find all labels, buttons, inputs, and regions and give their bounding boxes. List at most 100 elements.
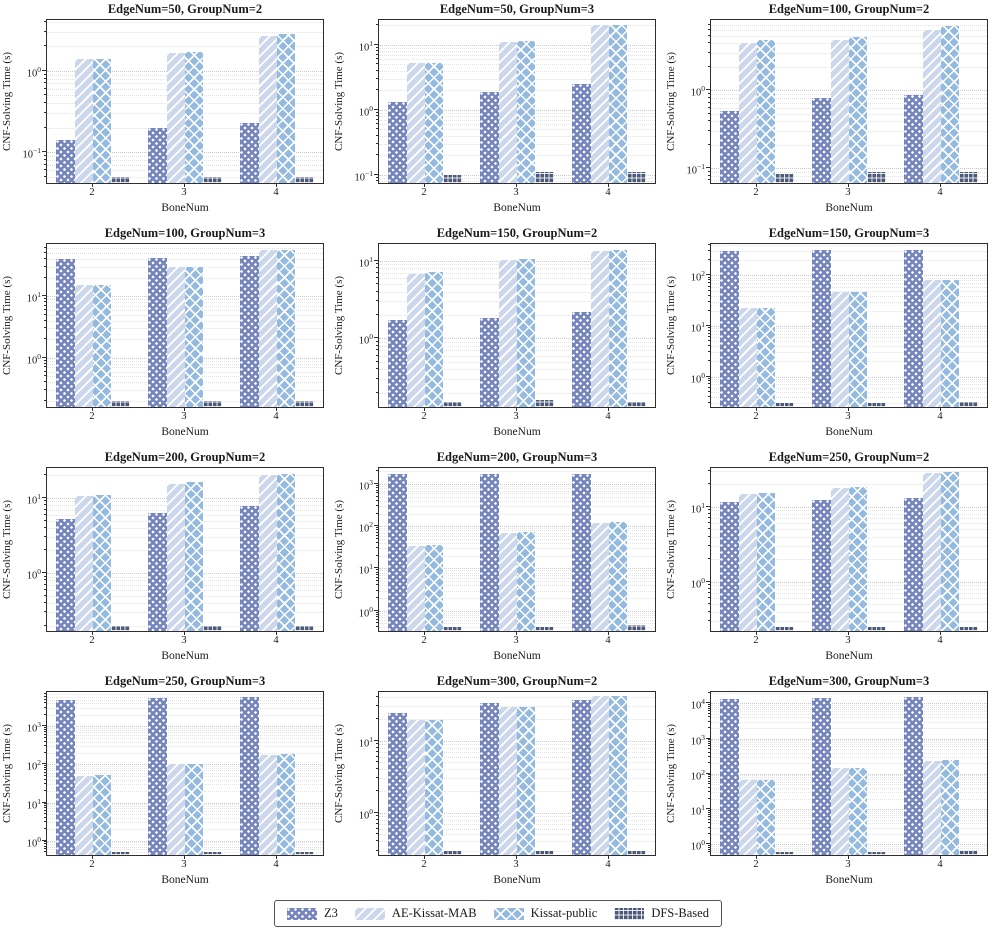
y-minor-tick <box>43 583 46 585</box>
y-minor-tick <box>707 756 710 758</box>
y-minor-tick <box>375 596 378 598</box>
y-minor-tick <box>707 179 710 181</box>
y-minor-tick <box>375 283 378 285</box>
bar-dfs-based <box>295 401 314 407</box>
x-tick <box>424 183 425 187</box>
y-minor-tick <box>43 82 46 84</box>
bar-ae-kissat-mab <box>590 250 609 407</box>
z3-pattern-swatch <box>287 907 318 920</box>
minor-gridline <box>47 475 323 477</box>
bar-ae-kissat-mab <box>922 473 941 631</box>
bar-z3 <box>240 506 259 631</box>
y-minor-tick <box>43 87 46 89</box>
y-major-tick <box>706 702 710 704</box>
dfs-based-pattern-swatch <box>614 907 645 920</box>
bar-ae-kissat-mab <box>738 307 757 407</box>
y-minor-tick <box>375 622 378 624</box>
y-minor-tick <box>707 42 710 44</box>
y-minor-tick <box>43 771 46 773</box>
minor-gridline <box>711 251 987 253</box>
x-axis-label: BoneNum <box>493 202 541 214</box>
bar-ae-kissat-mab <box>738 493 757 631</box>
y-minor-tick <box>43 575 46 577</box>
bar-kissat-public <box>185 763 204 855</box>
y-minor-tick <box>707 691 710 693</box>
bar-dfs-based <box>535 172 554 183</box>
bar-dfs-based <box>111 176 130 183</box>
x-tick <box>848 855 849 859</box>
minor-gridline <box>711 744 987 746</box>
y-minor-tick <box>43 175 46 177</box>
y-minor-tick <box>375 489 378 491</box>
bar-ae-kissat-mab <box>738 43 757 183</box>
y-minor-tick <box>707 259 710 261</box>
y-minor-tick <box>43 375 46 377</box>
y-minor-tick <box>707 285 710 287</box>
y-minor-tick <box>707 522 710 524</box>
minor-gridline <box>711 742 987 744</box>
y-minor-tick <box>375 576 378 578</box>
y-minor-tick <box>375 547 378 549</box>
bar-dfs-based <box>959 171 978 183</box>
y-minor-tick <box>707 294 710 296</box>
y-minor-tick <box>707 720 710 722</box>
y-minor-tick <box>43 265 46 267</box>
y-major-tick <box>374 609 378 611</box>
y-minor-tick <box>375 761 378 763</box>
x-tick-label: 3 <box>513 411 519 422</box>
y-tick-label: 102 <box>26 758 41 773</box>
x-tick <box>92 855 93 859</box>
y-minor-tick <box>375 314 378 315</box>
chart-edge300-group2: EdgeNum=300, GroupNum=2 CNF-Solving Time… <box>332 672 664 896</box>
bar-ae-kissat-mab <box>498 260 517 407</box>
bar-dfs-based <box>295 176 314 183</box>
y-minor-tick <box>43 504 46 506</box>
y-minor-tick <box>707 813 710 815</box>
y-minor-tick <box>707 705 710 707</box>
bar-z3 <box>56 699 75 855</box>
bar-dfs-based <box>867 171 886 183</box>
y-minor-tick <box>375 554 378 556</box>
bar-kissat-public <box>609 249 628 407</box>
y-minor-tick <box>43 731 46 733</box>
y-minor-tick <box>43 247 46 249</box>
y-minor-tick <box>43 163 46 165</box>
bar-kissat-public <box>757 40 776 183</box>
y-minor-tick <box>43 126 46 128</box>
y-minor-tick <box>707 380 710 382</box>
y-minor-tick <box>43 258 46 259</box>
minor-gridline <box>47 31 323 33</box>
y-minor-tick <box>375 717 378 719</box>
bar-kissat-public <box>93 285 112 407</box>
chart-edge200-group2: EdgeNum=200, GroupNum=2 CNF-Solving Time… <box>0 448 332 672</box>
x-tick <box>276 855 277 859</box>
bar-kissat-public <box>609 25 628 183</box>
bar-dfs-based <box>775 173 794 183</box>
y-minor-tick <box>707 778 710 780</box>
minor-gridline <box>47 737 323 739</box>
minor-gridline <box>47 753 323 754</box>
chart-edge50-group2: EdgeNum=50, GroupNum=2 CNF-Solving Time … <box>0 0 332 224</box>
y-minor-tick <box>707 106 710 108</box>
y-minor-tick <box>707 776 710 778</box>
y-minor-tick <box>43 169 46 171</box>
y-minor-tick <box>43 828 46 830</box>
y-minor-tick <box>707 170 710 172</box>
x-tick-label: 4 <box>273 411 279 422</box>
y-minor-tick <box>707 851 710 853</box>
x-tick <box>756 407 757 411</box>
bar-dfs-based <box>443 402 462 407</box>
y-minor-tick <box>707 762 710 764</box>
chart-edge100-group3: EdgeNum=100, GroupNum=3 CNF-Solving Time… <box>0 224 332 448</box>
y-minor-tick <box>43 851 46 853</box>
y-minor-tick <box>707 727 710 728</box>
y-minor-tick <box>375 154 378 156</box>
y-minor-tick <box>375 492 378 494</box>
bar-ae-kissat-mab <box>590 696 609 855</box>
bar-dfs-based <box>295 852 314 855</box>
y-minor-tick <box>707 848 710 850</box>
bar-ae-kissat-mab <box>166 53 185 183</box>
y-minor-tick <box>43 841 46 843</box>
y-tick-label: 101 <box>26 290 41 305</box>
y-minor-tick <box>375 746 378 748</box>
